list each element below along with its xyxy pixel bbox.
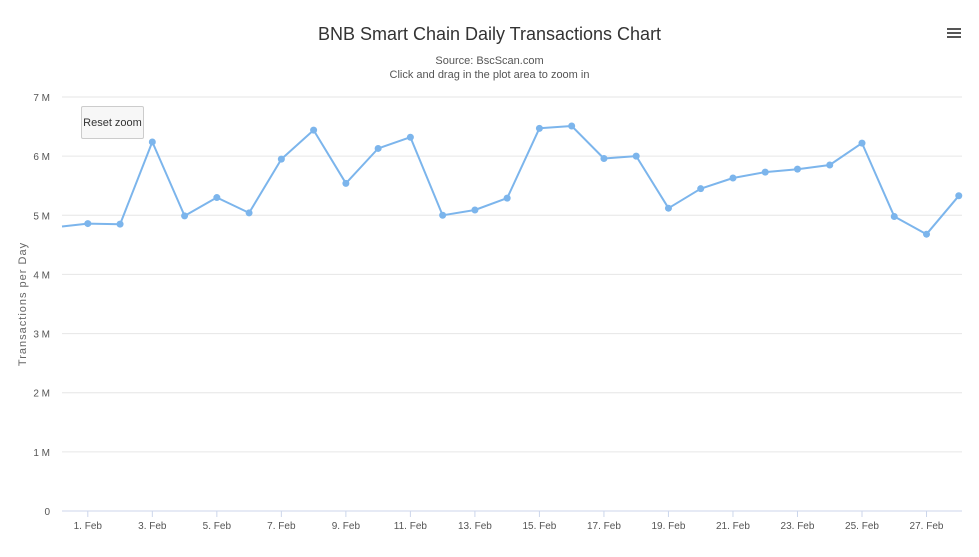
x-tick-label: 9. Feb [332,521,361,532]
x-tick-label: 5. Feb [203,521,232,532]
data-point-marker [84,220,92,228]
data-point-marker [697,185,705,193]
reset-zoom-button[interactable]: Reset zoom [81,106,144,139]
data-point-marker [245,209,253,217]
x-tick-label: 13. Feb [458,521,492,532]
data-point-marker [374,144,382,152]
data-point-marker [116,220,124,228]
x-tick-label: 23. Feb [781,521,815,532]
menu-bar [947,28,961,30]
data-point-marker [439,211,447,219]
grid-layer [62,96,962,453]
data-point-marker [955,192,963,200]
data-point-marker [342,179,350,187]
x-tick-label: 1. Feb [74,521,103,532]
hamburger-menu-icon[interactable] [947,26,961,42]
data-point-marker [568,122,576,130]
y-tick-label: 6 M [33,152,50,163]
series-line [61,125,960,236]
series-layer [61,122,963,238]
y-tick-label: 0 [44,507,50,518]
y-tick-label: 4 M [33,270,50,281]
x-tick-label: 3. Feb [138,521,167,532]
data-point-marker [600,155,608,163]
x-tick-label: 15. Feb [522,521,556,532]
data-point-marker [858,139,866,147]
data-point-marker [923,230,931,238]
data-point-marker [664,204,672,212]
data-point-marker [503,194,511,202]
x-tick-label: 11. Feb [394,521,428,532]
data-point-marker [761,168,769,176]
data-point-marker [213,194,221,202]
data-point-marker [148,138,156,146]
data-point-marker [181,212,189,220]
y-tick-label: 7 M [33,93,50,104]
y-tick-label: 3 M [33,330,50,341]
axis-layer: 0 1 M 2 M 3 M 4 M 5 M 6 M 7 M 1. Feb 3. Feb 5. Feb… [33,93,962,532]
data-point-marker [826,161,834,169]
x-tick-label: 25. Feb [845,521,879,532]
data-point-marker [310,126,318,134]
x-tick-label: 17. Feb [587,521,621,532]
data-point-marker [793,165,801,173]
data-point-marker [632,152,640,160]
x-tick-label: 7. Feb [267,521,296,532]
data-point-marker [535,124,543,132]
menu-bar [947,36,961,38]
x-tick-label: 21. Feb [716,521,750,532]
data-point-marker [890,212,898,220]
data-point-marker [406,133,414,141]
data-point-marker [471,206,479,214]
chart-title: BNB Smart Chain Daily Transactions Chart [317,24,662,44]
data-point-marker [729,174,737,182]
x-tick-label: 27. Feb [910,521,944,532]
chart-subtitle-source: Source: BscScan.com [435,55,544,67]
y-tick-label: 2 M [33,389,50,400]
y-axis-title: Transactions per Day [17,242,29,366]
y-tick-label: 1 M [33,448,50,459]
y-tick-label: 5 M [33,211,50,222]
chart-subtitle-hint: Click and drag in the plot area to zoom … [389,69,590,81]
x-tick-label: 19. Feb [651,521,685,532]
menu-bar [947,32,961,34]
data-point-marker [277,155,285,163]
